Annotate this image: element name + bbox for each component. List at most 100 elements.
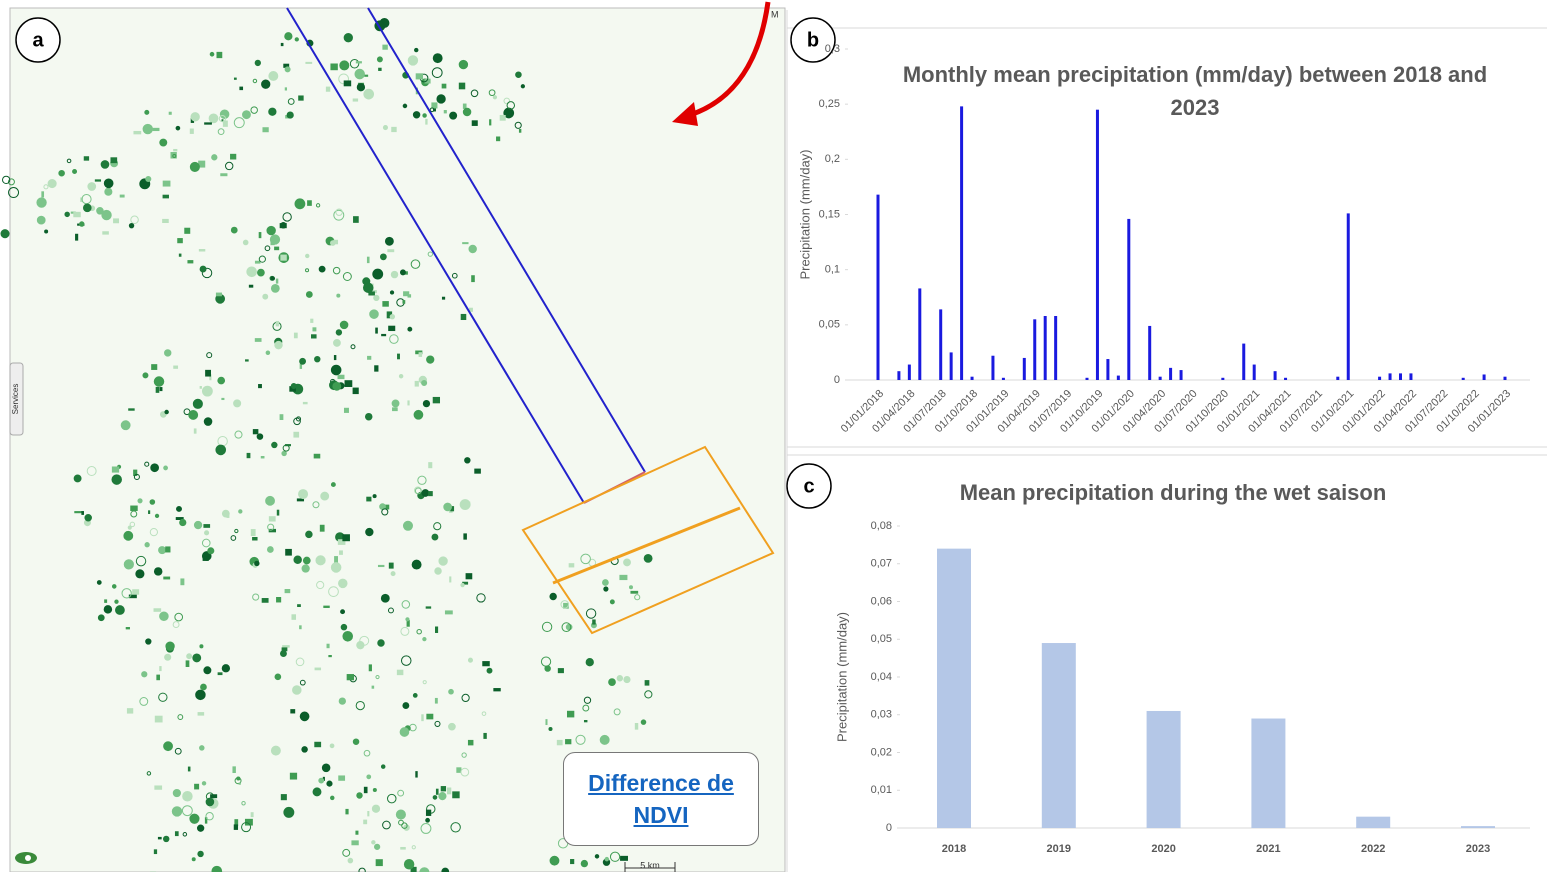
vegetation-patch (372, 805, 379, 812)
vegetation-patch (271, 277, 274, 280)
panel-label: b (807, 29, 819, 51)
vegetation-patch (388, 326, 395, 331)
vegetation-patch (500, 115, 506, 121)
vegetation-patch (323, 606, 329, 608)
vegetation-patch (281, 223, 286, 228)
vegetation-patch (208, 548, 214, 554)
vegetation-patch (1, 230, 9, 238)
vegetation-patch (331, 483, 335, 487)
vegetation-patch (442, 297, 445, 300)
vegetation-patch (245, 359, 249, 361)
vegetation-patch (291, 384, 296, 389)
vegetation-patch (344, 34, 352, 42)
vegetation-patch (192, 858, 195, 861)
vegetation-patch (314, 742, 321, 747)
vegetation-patch (419, 352, 423, 357)
vegetation-patch (154, 377, 164, 387)
vegetation-patch (41, 191, 44, 197)
vegetation-patch (210, 52, 214, 56)
vegetation-patch (355, 69, 365, 79)
vegetation-patch (432, 534, 438, 540)
vegetation-patch (293, 686, 302, 695)
vegetation-patch (372, 686, 375, 689)
vegetation-patch (218, 377, 225, 384)
vegetation-patch (239, 782, 241, 784)
vegetation-patch (413, 112, 419, 118)
vegetation-patch (373, 269, 383, 279)
bar (897, 371, 900, 380)
vegetation-patch (285, 33, 292, 40)
bar (991, 356, 994, 380)
vegetation-patch (397, 670, 404, 675)
vegetation-patch (447, 787, 451, 794)
vegetation-patch (461, 583, 464, 586)
vegetation-patch (433, 796, 437, 800)
vegetation-patch (223, 121, 228, 127)
vegetation-patch (143, 124, 152, 133)
vegetation-patch (73, 170, 77, 174)
vegetation-patch (422, 490, 429, 497)
vegetation-patch (421, 714, 423, 721)
vegetation-patch (449, 576, 451, 582)
bar (1284, 378, 1287, 380)
vegetation-patch (415, 771, 417, 777)
y-tick-label: 0,08 (871, 520, 892, 532)
vegetation-patch (145, 110, 149, 114)
vegetation-patch (138, 499, 142, 503)
vegetation-patch (390, 291, 393, 294)
vegetation-patch (45, 230, 48, 233)
vegetation-patch (459, 60, 467, 68)
vegetation-patch (316, 556, 325, 565)
vegetation-patch (331, 241, 336, 246)
vegetation-patch (337, 294, 340, 297)
legend-link[interactable]: Difference de NDVI (564, 767, 758, 831)
y-axis-label: Precipitation (mm/day) (797, 149, 812, 279)
vegetation-patch (193, 399, 202, 408)
vegetation-patch (164, 742, 173, 751)
vegetation-patch (102, 231, 109, 234)
vegetation-patch (468, 740, 473, 745)
vegetation-patch (291, 614, 296, 620)
vegetation-patch (605, 857, 608, 860)
vegetation-patch (210, 794, 217, 798)
vegetation-patch (165, 546, 170, 552)
vegetation-patch (307, 200, 312, 206)
vegetation-patch (247, 453, 251, 458)
vegetation-patch (416, 73, 423, 79)
vegetation-patch (339, 698, 345, 704)
vegetation-patch (315, 668, 321, 671)
bar (1106, 359, 1109, 380)
vegetation-patch (252, 537, 257, 541)
vegetation-patch (603, 580, 609, 586)
vegetation-patch (262, 80, 270, 88)
vegetation-patch (338, 375, 345, 379)
bar (1242, 344, 1245, 380)
vegetation-patch (146, 176, 151, 181)
vegetation-patch (121, 421, 130, 430)
bar (1504, 377, 1507, 380)
vegetation-patch (348, 858, 353, 863)
vegetation-patch (282, 451, 286, 455)
side-tab-label[interactable]: Services (11, 384, 20, 415)
vegetation-patch (635, 723, 638, 730)
vegetation-patch (280, 414, 284, 420)
vegetation-patch (154, 785, 162, 789)
vegetation-patch (339, 579, 347, 587)
vegetation-patch (221, 398, 224, 400)
vegetation-patch (113, 218, 119, 223)
vegetation-patch (374, 365, 378, 371)
vegetation-patch (261, 456, 265, 458)
y-tick-label: 0,05 (819, 319, 840, 331)
vegetation-patch (345, 380, 353, 387)
vegetation-patch (129, 223, 133, 227)
vegetation-patch (200, 386, 202, 389)
vegetation-patch (367, 775, 371, 779)
vegetation-patch (151, 464, 159, 472)
vegetation-patch (65, 212, 69, 216)
vegetation-patch (276, 321, 279, 326)
vegetation-patch (133, 131, 141, 134)
vegetation-patch (294, 556, 301, 563)
vegetation-patch (130, 506, 137, 511)
vegetation-patch (313, 788, 321, 796)
bar (937, 549, 971, 828)
